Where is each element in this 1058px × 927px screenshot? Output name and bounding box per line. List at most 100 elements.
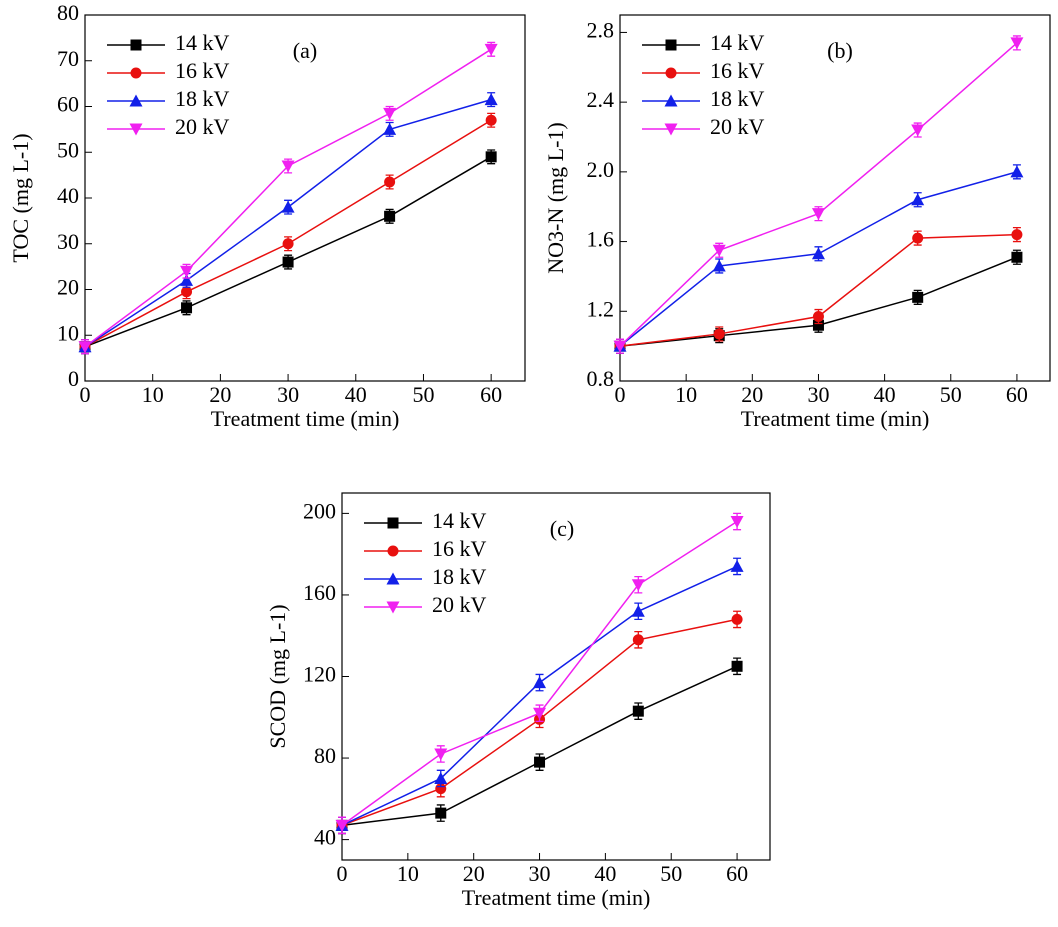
- y-axis-label: SCOD (mg L-1): [265, 604, 290, 748]
- plot-frame: [341, 492, 771, 861]
- legend-label: 14 kV: [710, 30, 765, 55]
- marker: [384, 210, 396, 222]
- marker: [180, 273, 194, 286]
- marker: [730, 559, 744, 572]
- marker: [282, 238, 294, 250]
- y-tick-label: 2.8: [587, 17, 615, 42]
- legend-label: 14 kV: [175, 30, 230, 55]
- marker: [484, 43, 498, 56]
- panel: 0 10 20 30 40 50 60 0 10 20 30 40 50 60 70 80 Treatment …: [8, 0, 526, 431]
- x-tick-label: 0: [80, 382, 91, 407]
- marker: [712, 259, 726, 272]
- y-axis-label: TOC (mg L-1): [8, 133, 33, 262]
- marker: [812, 311, 824, 323]
- marker: [335, 819, 349, 832]
- marker: [631, 604, 645, 617]
- marker: [281, 200, 295, 213]
- x-tick-label: 0: [615, 382, 626, 407]
- legend-label: 20 kV: [710, 114, 765, 139]
- marker: [731, 613, 743, 625]
- marker: [912, 232, 924, 244]
- marker: [180, 265, 194, 278]
- series-line: [84, 48, 492, 348]
- x-tick-label: 40: [594, 861, 616, 886]
- series-line: [84, 98, 492, 348]
- marker: [434, 771, 448, 784]
- legend-label: 18 kV: [175, 86, 230, 111]
- x-axis-label: Treatment time (min): [741, 406, 930, 431]
- plot-frame: [619, 14, 1051, 382]
- y-tick-label: 0.8: [587, 366, 615, 391]
- marker: [281, 160, 295, 173]
- legend-label: 20 kV: [175, 114, 230, 139]
- marker: [712, 244, 726, 257]
- legend-marker: [387, 517, 399, 529]
- legend-marker: [386, 572, 400, 585]
- marker: [613, 340, 627, 353]
- series-line: [341, 520, 738, 826]
- marker: [812, 319, 824, 331]
- marker: [631, 579, 645, 592]
- y-axis-label: NO3-N (mg L-1): [543, 122, 568, 274]
- legend-marker: [129, 94, 143, 107]
- marker: [1011, 251, 1023, 263]
- y-tick-label: 40: [314, 825, 336, 850]
- marker: [484, 93, 498, 106]
- legend-label: 14 kV: [432, 508, 487, 533]
- y-tick-label: 40: [57, 183, 79, 208]
- legend-marker: [664, 123, 678, 136]
- x-tick-label: 50: [412, 382, 434, 407]
- legend-marker: [664, 94, 678, 107]
- marker: [383, 122, 397, 135]
- x-tick-label: 40: [874, 382, 896, 407]
- marker: [181, 286, 193, 298]
- y-tick-label: 60: [57, 92, 79, 117]
- x-tick-label: 0: [337, 861, 348, 886]
- x-tick-label: 60: [480, 382, 502, 407]
- y-tick-label: 120: [303, 662, 336, 687]
- marker: [383, 107, 397, 120]
- marker: [730, 516, 744, 529]
- y-tick-label: 2.4: [587, 87, 615, 112]
- x-tick-label: 10: [142, 382, 164, 407]
- marker: [435, 807, 447, 819]
- marker: [632, 705, 644, 717]
- legend-marker: [130, 67, 142, 79]
- y-tick-label: 1.6: [587, 227, 615, 252]
- marker: [181, 302, 193, 314]
- legend-marker: [129, 123, 143, 136]
- marker: [632, 634, 644, 646]
- x-tick-label: 50: [940, 382, 962, 407]
- marker: [911, 193, 925, 206]
- marker: [533, 676, 547, 689]
- y-tick-label: 80: [314, 743, 336, 768]
- panel-annotation: (c): [550, 516, 574, 541]
- marker: [485, 114, 497, 126]
- x-tick-label: 50: [660, 861, 682, 886]
- x-tick-label: 10: [675, 382, 697, 407]
- marker: [434, 748, 448, 761]
- marker: [713, 328, 725, 340]
- marker: [1010, 37, 1024, 50]
- panel-annotation: (b): [827, 38, 853, 63]
- series-line: [84, 119, 492, 348]
- x-tick-label: 30: [529, 861, 551, 886]
- series-line: [619, 42, 1018, 347]
- legend-label: 18 kV: [432, 564, 487, 589]
- legend-marker: [386, 601, 400, 614]
- x-tick-label: 20: [463, 861, 485, 886]
- y-tick-label: 2.0: [587, 157, 615, 182]
- marker: [384, 176, 396, 188]
- marker: [78, 341, 92, 354]
- y-tick-label: 50: [57, 137, 79, 162]
- panel: 0 10 20 30 40 50 60 40 80 120 160 200 Treatment time…: [265, 492, 771, 910]
- marker: [731, 660, 743, 672]
- y-tick-label: 1.2: [587, 296, 615, 321]
- x-tick-label: 60: [1006, 382, 1028, 407]
- legend-label: 18 kV: [710, 86, 765, 111]
- y-tick-label: 20: [57, 275, 79, 300]
- x-tick-label: 30: [277, 382, 299, 407]
- legend-marker: [665, 67, 677, 79]
- marker: [435, 783, 447, 795]
